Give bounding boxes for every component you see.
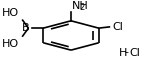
Text: B: B (22, 23, 30, 33)
Text: -: - (124, 48, 128, 58)
Text: HO: HO (2, 39, 19, 49)
Text: Cl: Cl (112, 22, 123, 32)
Text: H: H (119, 48, 127, 58)
Text: HO: HO (2, 8, 19, 18)
Text: 2: 2 (80, 3, 85, 12)
Text: NH: NH (72, 1, 89, 11)
Text: Cl: Cl (130, 48, 141, 58)
